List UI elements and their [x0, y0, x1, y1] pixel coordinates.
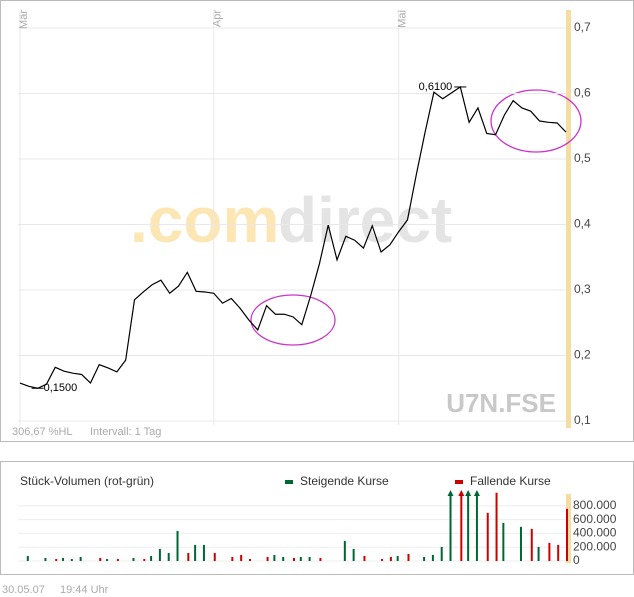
footer-time: 19:44 Uhr [60, 584, 109, 596]
watermark: .com [130, 184, 279, 256]
y-tick-label: 800.000 [573, 498, 617, 512]
legend-label: Steigende Kurse [300, 474, 389, 488]
annotation: 0,1500 [44, 382, 78, 394]
x-tick-label: Apr [212, 10, 224, 27]
highlight [250, 294, 336, 346]
x-tick-label: Mai [397, 10, 409, 28]
y-tick-label: 600.000 [573, 512, 617, 526]
symbol: U7N.FSE [446, 388, 556, 418]
y-tick-label: 0,7 [574, 20, 591, 34]
legend-swatch [455, 480, 463, 484]
highlight [490, 89, 582, 153]
overflow-arrow [473, 490, 480, 496]
y-tick-label: 0,2 [574, 348, 591, 362]
current-band [566, 494, 571, 563]
annotation: 0,6100 [419, 81, 453, 93]
current-band [566, 10, 571, 428]
price-line [19, 85, 567, 389]
overflow-arrow [447, 490, 454, 496]
legend-swatch [285, 480, 293, 484]
overflow-arrow [458, 490, 465, 496]
y-tick-label: 0,4 [574, 217, 591, 231]
note: Intervall: 1 Tag [90, 426, 161, 438]
volume-title: Stück-Volumen (rot-grün) [20, 474, 154, 488]
y-tick-label: 0,5 [574, 151, 591, 165]
y-tick-label: 200.000 [573, 539, 617, 553]
footer-date: 30.05.07 [2, 584, 45, 596]
price-panel [0, 0, 634, 442]
x-tick-label: Mär [18, 10, 30, 29]
y-tick-label: 0,1 [574, 413, 591, 427]
y-tick-label: 0,3 [574, 282, 591, 296]
y-tick-label: 0,6 [574, 86, 591, 100]
overflow-arrow [465, 490, 472, 496]
y-tick-label: 0 [573, 553, 580, 567]
note: 306,67 %HL [12, 426, 73, 438]
y-tick-label: 400.000 [573, 526, 617, 540]
legend-label: Fallende Kurse [470, 474, 551, 488]
